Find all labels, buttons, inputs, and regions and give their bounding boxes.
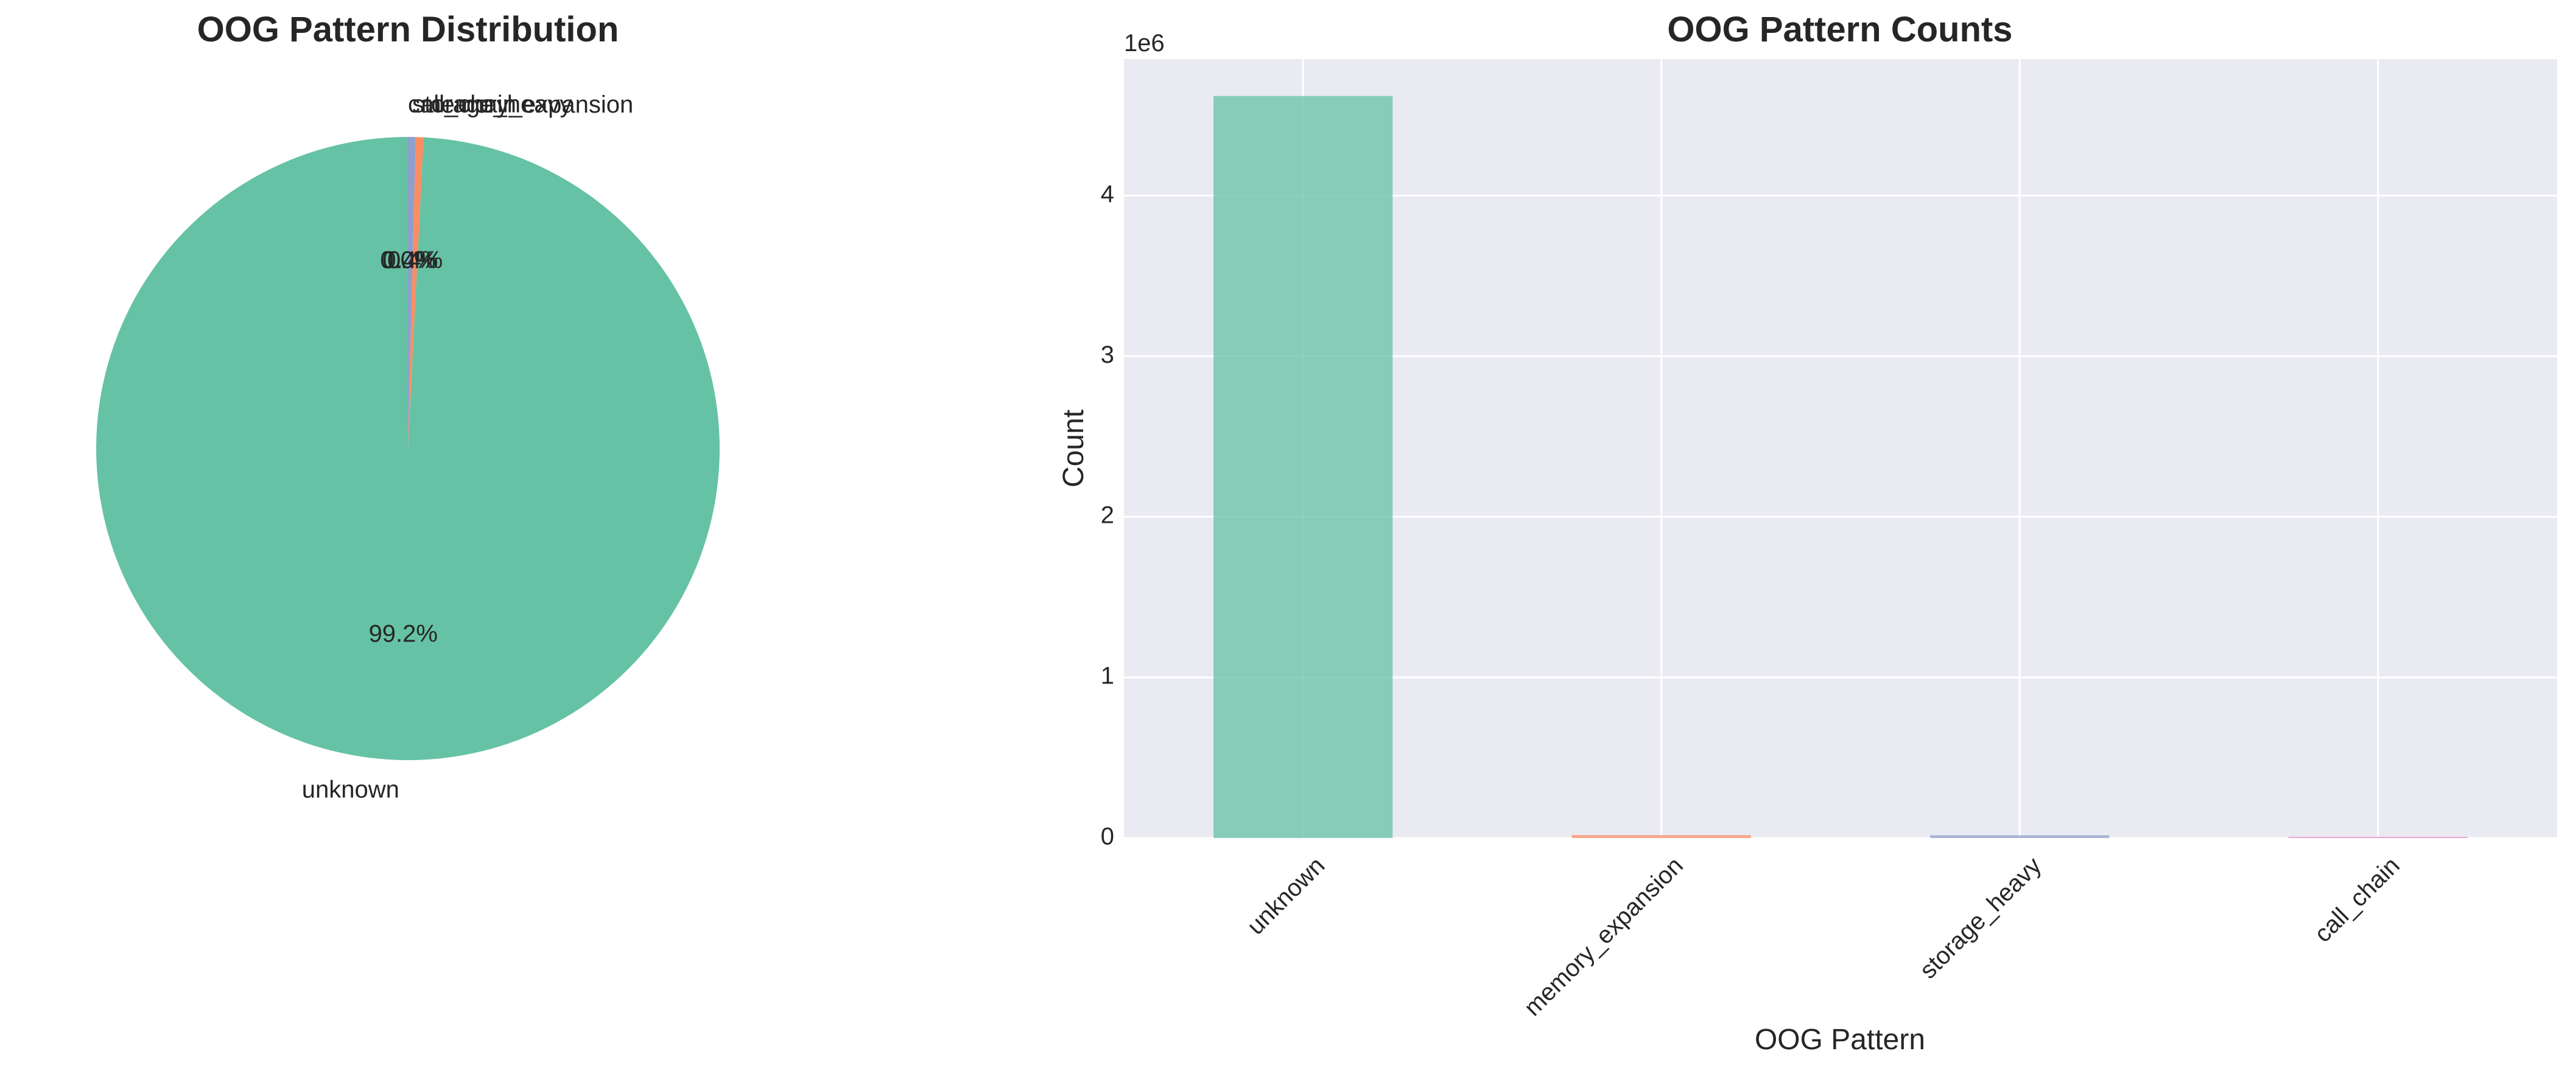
pie-percent-labels: 99.2% 0.4%0.4%0.0%: [369, 246, 443, 647]
pie-percent-call-chain: 0.0%: [380, 246, 435, 273]
bar-chart-title: OOG Pattern Counts: [1667, 10, 2012, 49]
x-tick-label-unknown: unknown: [1242, 852, 1330, 940]
bar-chart: OOG Pattern Counts 0 1 2 3 4 unknown memory_e…: [1058, 10, 2557, 1056]
bar-call-chain: [2288, 837, 2468, 838]
x-axis-ticks: unknown memory_expansion storage_heavy call…: [1242, 852, 2405, 1021]
y-tick-label: 3: [1101, 341, 1114, 368]
pie-slice-unknown: [96, 137, 720, 760]
pie-label-unknown: unknown: [302, 777, 399, 803]
x-axis-label: OOG Pattern: [1755, 1024, 1925, 1056]
pie-percent-memory-expansion: 0.4%: [387, 247, 443, 274]
x-tick-label-storage-heavy: storage_heavy: [1915, 852, 2047, 984]
y-axis-label: Count: [1058, 410, 1090, 487]
y-axis-offset-label: 1e6: [1124, 30, 1165, 57]
bars: [1213, 96, 2468, 838]
bar-storage-heavy: [1930, 835, 2110, 838]
pie-slice-storage-heavy: [408, 137, 416, 449]
y-tick-label: 0: [1101, 823, 1114, 850]
bar-memory-expansion: [1571, 835, 1751, 838]
pie-label-memory-expansion: memory_expansion: [421, 91, 633, 118]
pie-percent-unknown: 99.2%: [369, 621, 438, 648]
y-tick-label: 1: [1101, 663, 1114, 690]
x-tick-label-memory-expansion: memory_expansion: [1519, 852, 1688, 1021]
pie-chart-title: OOG Pattern Distribution: [197, 10, 619, 49]
y-tick-label: 4: [1101, 181, 1114, 208]
pie-label-call-chain: call_chain: [408, 91, 516, 117]
bar-unknown: [1213, 96, 1393, 838]
x-tick-label-call-chain: call_chain: [2309, 852, 2405, 948]
y-axis-ticks: 0 1 2 3 4: [1101, 181, 1114, 850]
pie-chart: OOG Pattern Distribution unknown memory_e…: [96, 10, 720, 803]
pie-labels: unknown memory_expansionstorage_heavycall…: [302, 91, 634, 803]
pie-slices: [96, 137, 720, 760]
y-tick-label: 2: [1101, 502, 1114, 529]
pie-slice-memory-expansion: [408, 137, 424, 449]
pie-label-storage-heavy: storage_heavy: [412, 91, 572, 117]
pie-percent-storage-heavy: 0.4%: [382, 246, 438, 273]
